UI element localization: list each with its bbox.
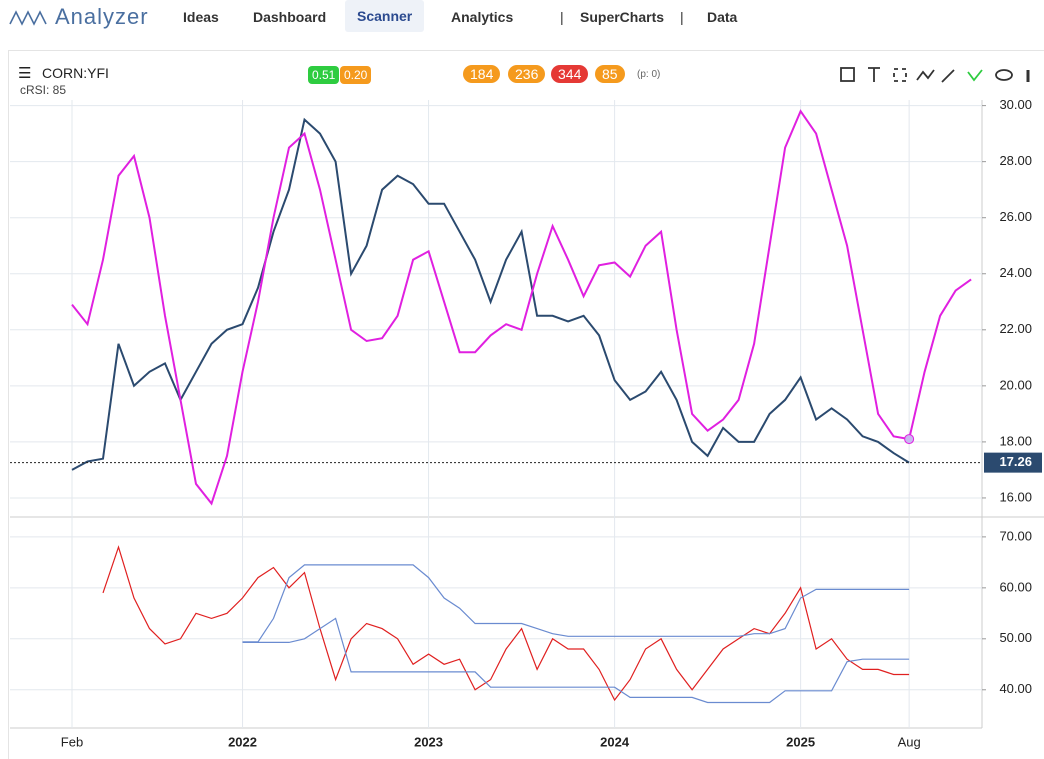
x-tick-label: 2022 [228,734,257,749]
series-line [71,117,910,471]
nav-bar: Analyzer Ideas Dashboard Scanner Analyti… [0,0,1044,36]
menu-icon[interactable]: ☰ [18,65,32,82]
logo-icon [9,10,47,26]
brand[interactable]: Analyzer [55,4,149,29]
separator: | [680,9,684,25]
x-tick-label: 2024 [600,734,630,749]
y-tick-label: 24.00 [999,265,1032,280]
indicator-label: cRSI: 85 [20,83,67,97]
y-tick-label: 50.00 [999,630,1032,645]
y-tick-label: 16.00 [999,489,1032,504]
nav-item[interactable]: Dashboard [253,9,327,25]
badge: 0.51 [308,66,340,84]
y-tick-label: 40.00 [999,681,1032,696]
toolbar-icons [840,67,1030,83]
symbol: CORN:YFI [42,65,109,81]
y-tick-label: 60.00 [999,579,1032,594]
indicator-icon[interactable] [967,69,983,82]
last-price-label: 17.26 [999,454,1032,469]
series-line [102,545,910,702]
nav-item[interactable]: Scanner [345,0,425,32]
fullscreen-icon[interactable] [893,68,907,82]
more-icon[interactable] [1026,70,1030,82]
x-tick-label: 2025 [786,734,815,749]
series-line [71,109,972,506]
nav-item[interactable]: Analytics [451,9,514,25]
separator: | [560,9,564,25]
y-tick-label: 20.00 [999,377,1032,392]
last-price-box [984,452,1042,473]
x-tick-label: Feb [61,734,83,749]
nav-item[interactable]: Data [707,9,738,25]
badge: 184 [463,65,501,83]
y-tick-label: 30.00 [999,97,1032,112]
y-tick-label: 28.00 [999,153,1032,168]
badge: 344 [551,65,589,83]
nav-item[interactable]: SuperCharts [580,9,665,25]
note: (p: 0) [637,69,661,80]
draw-icon[interactable] [941,69,955,83]
x-tick-label: 2023 [414,734,443,749]
chart-panel [8,50,1044,759]
save-icon[interactable] [840,67,855,82]
eye-icon[interactable] [995,69,1013,81]
series-line [242,564,910,643]
badge: 236 [508,65,546,83]
y-tick-label: 26.00 [999,209,1032,224]
nav-item[interactable]: Ideas [183,9,219,25]
x-tick-label: Aug [898,734,921,749]
series-line [242,617,910,704]
y-tick-label: 70.00 [999,528,1032,543]
cycle-marker [904,434,915,445]
y-tick-label: 22.00 [999,321,1032,336]
pin-icon[interactable] [868,67,880,82]
compare-icon[interactable] [916,69,935,81]
badge: 0.20 [340,66,372,84]
badge: 85 [595,65,625,83]
y-tick-label: 18.00 [999,433,1032,448]
